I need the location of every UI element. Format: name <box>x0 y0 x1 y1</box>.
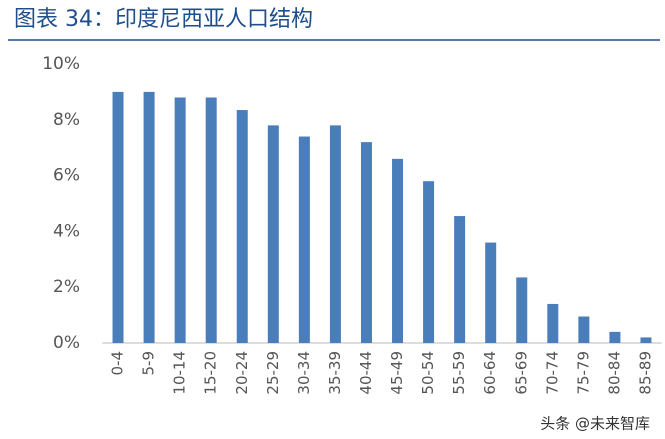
chart-title: 图表 34：印度尼西亚人口结构 <box>14 7 313 32</box>
bar <box>329 125 341 343</box>
bar <box>454 216 466 343</box>
bar <box>392 158 404 343</box>
bar <box>640 337 652 343</box>
bar <box>236 110 248 343</box>
bar <box>205 97 217 343</box>
x-tick-label: 75-79 <box>574 351 592 395</box>
x-tick-label: 20-24 <box>233 351 251 395</box>
x-tick-label: 45-49 <box>388 351 406 395</box>
x-tick-label: 0-4 <box>109 351 127 376</box>
x-tick-label: 40-44 <box>357 351 375 395</box>
x-tick-label: 80-84 <box>605 351 623 395</box>
y-tick-label: 0% <box>53 333 80 353</box>
x-tick-label: 85-89 <box>636 351 654 395</box>
y-tick-label: 2% <box>53 277 80 297</box>
watermark: 头条 @未来智库 <box>540 415 650 433</box>
bar <box>547 303 559 343</box>
bar <box>143 91 155 344</box>
x-tick-label: 10-14 <box>171 351 189 395</box>
y-tick-label: 10% <box>42 54 80 74</box>
bar <box>360 142 372 343</box>
x-tick-label: 15-20 <box>202 351 220 395</box>
x-tick-label: 65-69 <box>512 351 530 395</box>
bar <box>174 97 186 343</box>
x-tick-label: 55-59 <box>450 351 468 395</box>
bar <box>485 242 497 343</box>
bar <box>267 125 279 343</box>
x-tick-label: 25-29 <box>264 351 282 395</box>
bar <box>112 91 124 344</box>
y-tick-label: 6% <box>53 166 80 186</box>
y-tick-label: 8% <box>53 110 80 130</box>
x-tick-label: 30-34 <box>295 351 313 395</box>
bar <box>298 136 310 343</box>
bar <box>423 181 435 343</box>
x-tick-label: 60-64 <box>481 351 499 395</box>
x-tick-label: 5-9 <box>140 351 158 376</box>
bar <box>516 277 528 343</box>
x-tick-label: 70-74 <box>543 351 561 395</box>
x-tick-label: 50-54 <box>419 351 437 395</box>
bar <box>578 316 590 343</box>
y-tick-label: 4% <box>53 221 80 241</box>
x-tick-label: 35-39 <box>326 351 344 395</box>
bar <box>609 331 621 343</box>
